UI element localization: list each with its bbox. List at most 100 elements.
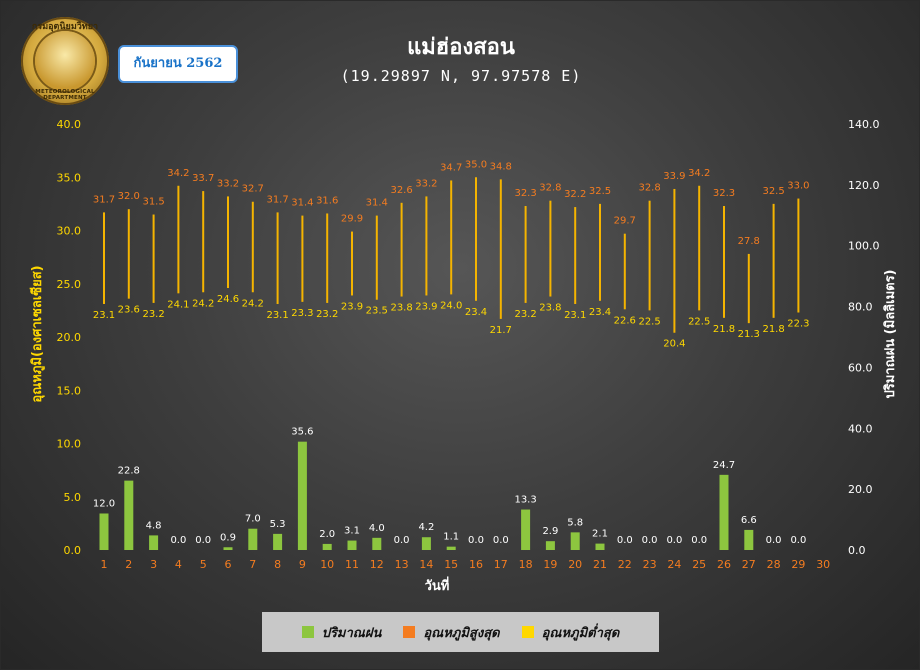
tmin-value-label: 22.5 [688, 316, 710, 327]
temperature-range-series [103, 177, 800, 333]
tmin-value-label: 21.3 [738, 329, 760, 340]
rain-bar [248, 528, 258, 550]
tmin-value-label: 21.8 [762, 324, 784, 335]
temp-range-bar [772, 203, 775, 318]
rain-value-label: 3.1 [344, 526, 360, 537]
tmax-value-label: 33.2 [415, 178, 437, 189]
right-axis: 0.0 20.0 40.0 60.0 80.0 100.0 120.0 140.0 [848, 118, 880, 557]
tmin-value-label: 23.2 [316, 309, 338, 320]
temp-range-bar [698, 185, 701, 311]
rain-bar [124, 480, 134, 550]
x-tick-label: 6 [225, 558, 232, 571]
temp-range-bar [276, 212, 279, 304]
rain-value-label: 5.8 [567, 517, 583, 528]
y-right-tick-label: 100.0 [848, 240, 880, 253]
temp-range-bar [202, 191, 205, 293]
y-axis-right-label: ปริมาณฝน (มิลลิเมตร) [883, 269, 898, 398]
tmin-value-label: 24.1 [167, 299, 189, 310]
tmax-value-label: 32.8 [638, 183, 660, 194]
x-tick-label: 28 [767, 558, 781, 571]
y-left-tick-label: 35.0 [57, 171, 82, 184]
rain-bar [421, 537, 431, 550]
rain-value-label: 12.0 [93, 498, 115, 509]
tmax-value-label: 33.0 [787, 181, 809, 192]
tmin-value-label: 23.8 [390, 303, 412, 314]
tmax-value-label: 34.2 [688, 168, 710, 179]
tmin-value-label: 23.1 [564, 310, 586, 321]
rain-value-label: 0.0 [790, 535, 806, 546]
rain-bar [297, 441, 307, 550]
tmax-value-label: 31.7 [93, 194, 115, 205]
x-tick-label: 1 [101, 558, 108, 571]
tmax-value-label: 31.4 [291, 198, 313, 209]
temp-range-bar [177, 185, 180, 294]
tmax-value-label: 32.3 [713, 188, 735, 199]
y-axis-left-label: อุณหภูมิ(องศาเซลเซียส) [29, 265, 45, 402]
rain-value-label: 22.8 [118, 466, 140, 477]
temp-range-bar [673, 188, 676, 333]
rain-value-label: 24.7 [713, 460, 735, 471]
tmax-value-label: 34.2 [167, 168, 189, 179]
rain-bar [521, 509, 531, 550]
tmin-value-label: 21.8 [713, 324, 735, 335]
x-tick-label: 2 [125, 558, 132, 571]
y-right-tick-label: 40.0 [848, 422, 873, 435]
temp-range-bar [251, 201, 254, 293]
rain-value-label: 0.0 [394, 535, 410, 546]
tmax-value-label: 33.9 [663, 171, 685, 182]
rain-bar [372, 537, 382, 550]
tmin-value-label: 23.1 [266, 310, 288, 321]
legend-label: อุณหภูมิสูงสุด [423, 625, 500, 641]
legend-item-tmin: อุณหภูมิต่ำสุด [521, 622, 619, 643]
x-tick-label: 23 [643, 558, 657, 571]
y-right-tick-label: 120.0 [848, 179, 880, 192]
rain-value-label: 13.3 [514, 495, 536, 506]
tmax-value-label: 31.5 [142, 197, 164, 208]
rain-bar [273, 533, 283, 550]
rain-bar [570, 532, 580, 550]
rain-value-label: 0.9 [220, 532, 236, 543]
x-tick-label: 20 [568, 558, 582, 571]
rain-swatch-icon [301, 626, 314, 638]
x-tick-label: 5 [200, 558, 207, 571]
x-tick-label: 25 [692, 558, 706, 571]
tmin-value-label: 23.2 [142, 309, 164, 320]
temp-range-bar [574, 207, 577, 304]
rain-bar [719, 474, 729, 550]
temp-range-bar [127, 209, 130, 299]
rain-bar [99, 513, 109, 550]
y-right-tick-label: 60.0 [848, 361, 873, 374]
x-tick-label: 15 [444, 558, 458, 571]
temp-range-bar [723, 206, 725, 318]
temp-range-bar [425, 196, 428, 296]
rain-value-label: 2.0 [319, 529, 335, 540]
tmax-value-label: 35.0 [465, 159, 487, 170]
x-tick-label: 9 [299, 558, 306, 571]
x-tick-label: 16 [469, 558, 483, 571]
tmax-value-label: 33.2 [217, 178, 239, 189]
temp-range-bar [375, 215, 378, 300]
x-axis: 1 2 3 4 5 6 7 8 9 10 11 12 13 14 15 16 17 18 19 20 21 22 23 24 2… [101, 558, 831, 571]
temp-range-bar [400, 202, 403, 297]
tmin-value-label: 24.2 [192, 298, 214, 309]
rain-value-label: 0.0 [195, 535, 211, 546]
x-tick-label: 13 [395, 558, 409, 571]
temp-range-bar [450, 180, 453, 295]
tmax-swatch-icon [403, 626, 416, 638]
legend-item-rain: ปริมาณฝน [301, 622, 381, 643]
tmax-value-label: 34.7 [440, 162, 462, 173]
tmin-value-label: 22.3 [787, 319, 809, 330]
tmin-value-label: 24.6 [217, 294, 239, 305]
tmin-value-label: 24.0 [440, 300, 462, 311]
tmin-value-label: 23.3 [291, 308, 313, 319]
rain-value-label: 2.9 [542, 526, 558, 537]
temp-range-bar [797, 198, 800, 313]
tmin-value-label: 21.7 [490, 325, 512, 336]
temp-range-bar [623, 233, 626, 310]
chart-title: แม่ฮ่องสอน [407, 35, 515, 60]
rain-bar [322, 543, 332, 550]
rain-value-label: 5.3 [270, 519, 286, 530]
y-left-tick-label: 10.0 [57, 438, 82, 451]
tmin-value-label: 22.6 [614, 315, 636, 326]
